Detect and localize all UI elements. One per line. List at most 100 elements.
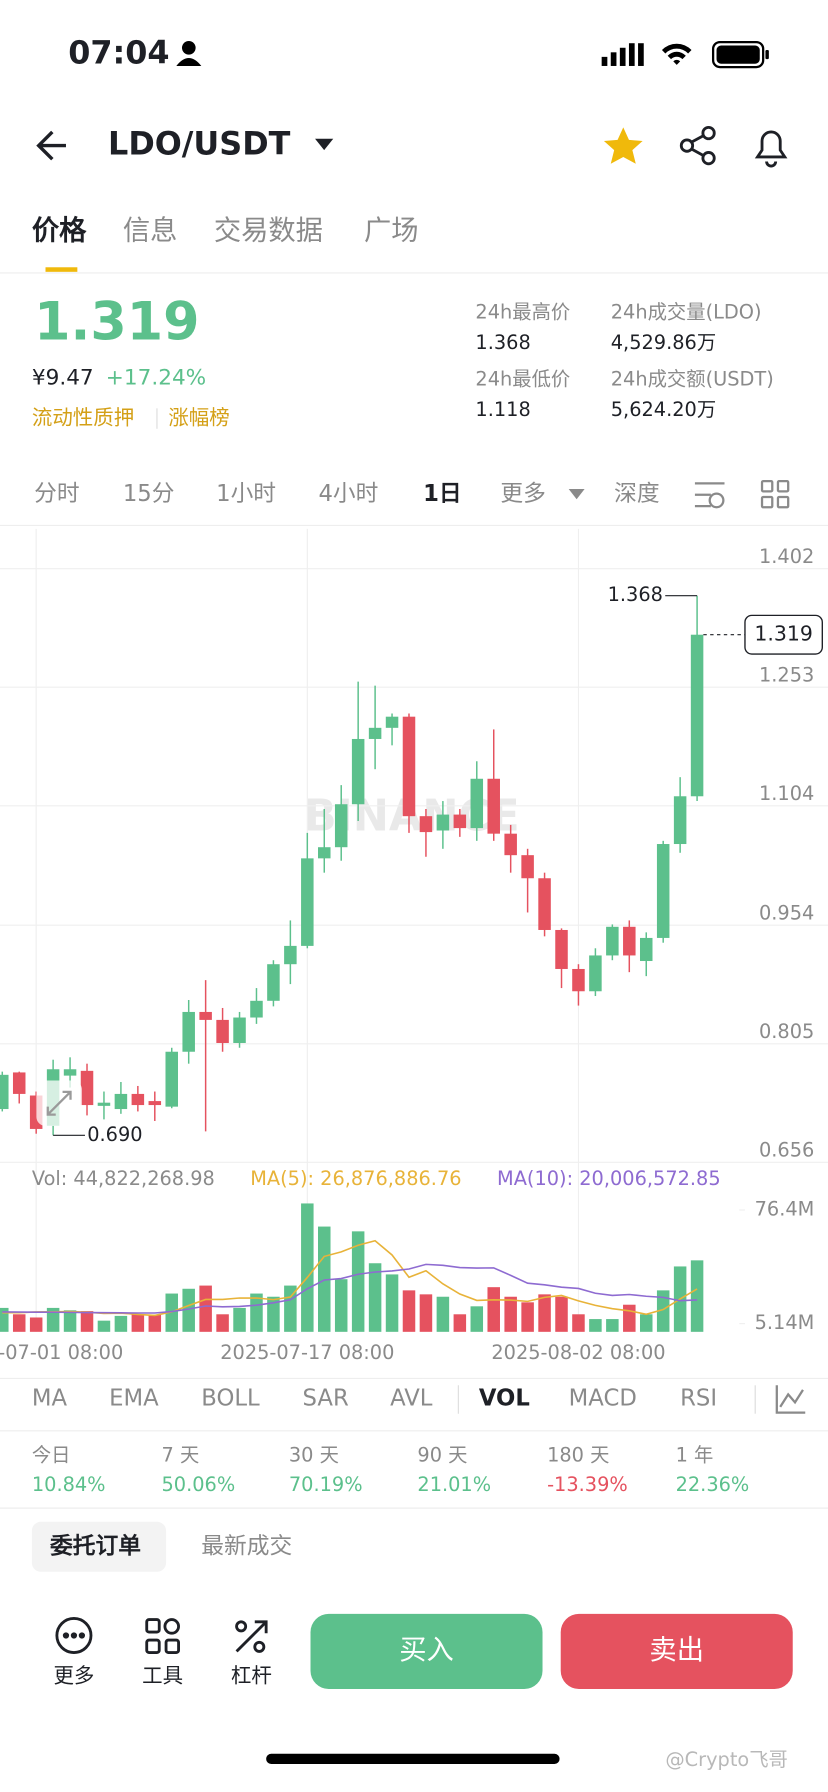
candle-body [623,926,636,956]
candle-body [131,1093,145,1106]
action-label[interactable]: 更多 [53,1663,94,1687]
indicator-tab[interactable]: RSI [680,1385,717,1411]
interval[interactable]: 15分 [123,481,175,507]
volume-bar [690,1260,704,1332]
candle-body [656,844,670,938]
action-label[interactable]: 工具 [142,1663,183,1687]
last-price-box [744,614,823,655]
indicator-tab[interactable]: MACD [569,1385,637,1411]
indicator-tab[interactable]: AVL [390,1385,433,1411]
candle-body [233,1017,246,1043]
y-tick-label: 1.402 [759,545,814,568]
order-tab[interactable]: 委托订单 [49,1533,141,1559]
candle-body [318,847,331,859]
volume-bar [233,1307,246,1332]
volume-bar [521,1302,534,1332]
volume-bar [334,1279,348,1332]
volume-bar [267,1296,280,1332]
interval[interactable]: 1小时 [216,481,276,507]
y-tick-label: 1.104 [759,782,814,805]
indicator-tab[interactable]: BOLL [201,1385,260,1411]
candle-body [182,1011,195,1052]
leverage-icon[interactable] [235,1620,268,1653]
period-change: 10.84% [32,1473,106,1496]
period-label: 7 天 [162,1443,200,1466]
tag[interactable]: 涨幅榜 [168,406,229,430]
candle-body [402,716,416,817]
tab[interactable]: 广场 [364,216,419,247]
candle-body [385,716,399,728]
candle-body [673,796,687,845]
favorite-star[interactable] [603,127,643,164]
more-dropdown[interactable] [568,489,585,500]
volume-bar [199,1285,212,1332]
candle-body [165,1051,179,1107]
tag[interactable]: 流动性质押 [32,406,134,430]
pair-dropdown[interactable] [315,138,334,151]
interval[interactable]: 深度 [614,481,659,507]
interval[interactable]: 4小时 [318,481,378,507]
stat-value: 4,529.86万 [611,331,716,354]
back-button[interactable] [36,130,66,161]
candle-body [606,926,619,956]
stat-value: 5,624.20万 [611,398,716,421]
sell-button[interactable] [560,1613,793,1689]
watermark: @Crypto飞哥 [665,1748,788,1771]
chart-settings[interactable] [694,482,725,509]
candle-body [470,778,484,829]
volume-bar [419,1294,433,1332]
action-label[interactable]: 杠杆 [231,1663,272,1687]
tab[interactable]: 价格 [32,216,87,247]
last-price-label: 1.319 [754,622,813,646]
period-change: -13.39% [547,1473,628,1496]
candle-body [690,634,704,797]
volume-bar [504,1296,517,1332]
volume-bar [80,1311,94,1332]
interval[interactable]: 1日 [423,481,462,507]
indicator-settings[interactable] [775,1385,806,1414]
order-tab[interactable]: 最新成交 [201,1533,292,1559]
volume-bar [131,1314,145,1332]
status-icons [176,40,769,69]
kline-chart[interactable]: BINANCE0.6560.8050.9541.1041.2531.4025.1… [0,528,828,1364]
volume-legend: MA(5): 26,876,886.76 [250,1167,461,1190]
high-marker-label: 1.368 [608,583,663,606]
period-label: 今日 [32,1443,71,1466]
candle-body [436,814,450,831]
alert-bell[interactable] [754,130,788,168]
stat-value: 1.118 [475,398,530,421]
period-label: 180 天 [547,1443,609,1466]
indicator-tab[interactable]: SAR [303,1385,349,1411]
candle-body [368,727,382,739]
buy-label[interactable]: 买入 [399,1635,454,1666]
volume-bar [301,1203,314,1332]
volume-bar [12,1314,26,1332]
x-tick-label: 2025-08-02 08:00 [491,1341,665,1364]
volume-bar [216,1314,229,1332]
indicator-tab[interactable]: MA [32,1385,68,1411]
share-button[interactable] [679,125,716,166]
interval[interactable]: 更多 [500,481,545,507]
tools-icon[interactable] [145,1618,180,1654]
interval[interactable]: 分时 [34,481,79,507]
volume-bar [385,1274,399,1332]
tab[interactable]: 交易数据 [214,216,323,247]
layout-toggle[interactable] [760,479,790,509]
volume-bar [97,1320,111,1332]
indicator-tab[interactable]: VOL [479,1385,530,1411]
expand-button[interactable] [36,1080,82,1126]
volume-tick-label: 5.14M [755,1311,815,1334]
volume-bar [639,1314,653,1332]
volume-bar [623,1304,636,1332]
buy-button[interactable] [310,1613,543,1689]
candle-body [284,945,297,965]
more-icon[interactable] [55,1617,93,1654]
sell-label[interactable]: 卖出 [649,1635,704,1666]
indicator-tab[interactable]: EMA [109,1385,159,1411]
volume-bar [487,1287,500,1332]
stat-label: 24h最低价 [475,367,570,390]
pair-title[interactable]: LDO/USDT [108,125,291,163]
tab[interactable]: 信息 [123,216,178,247]
candle-body [572,968,585,992]
